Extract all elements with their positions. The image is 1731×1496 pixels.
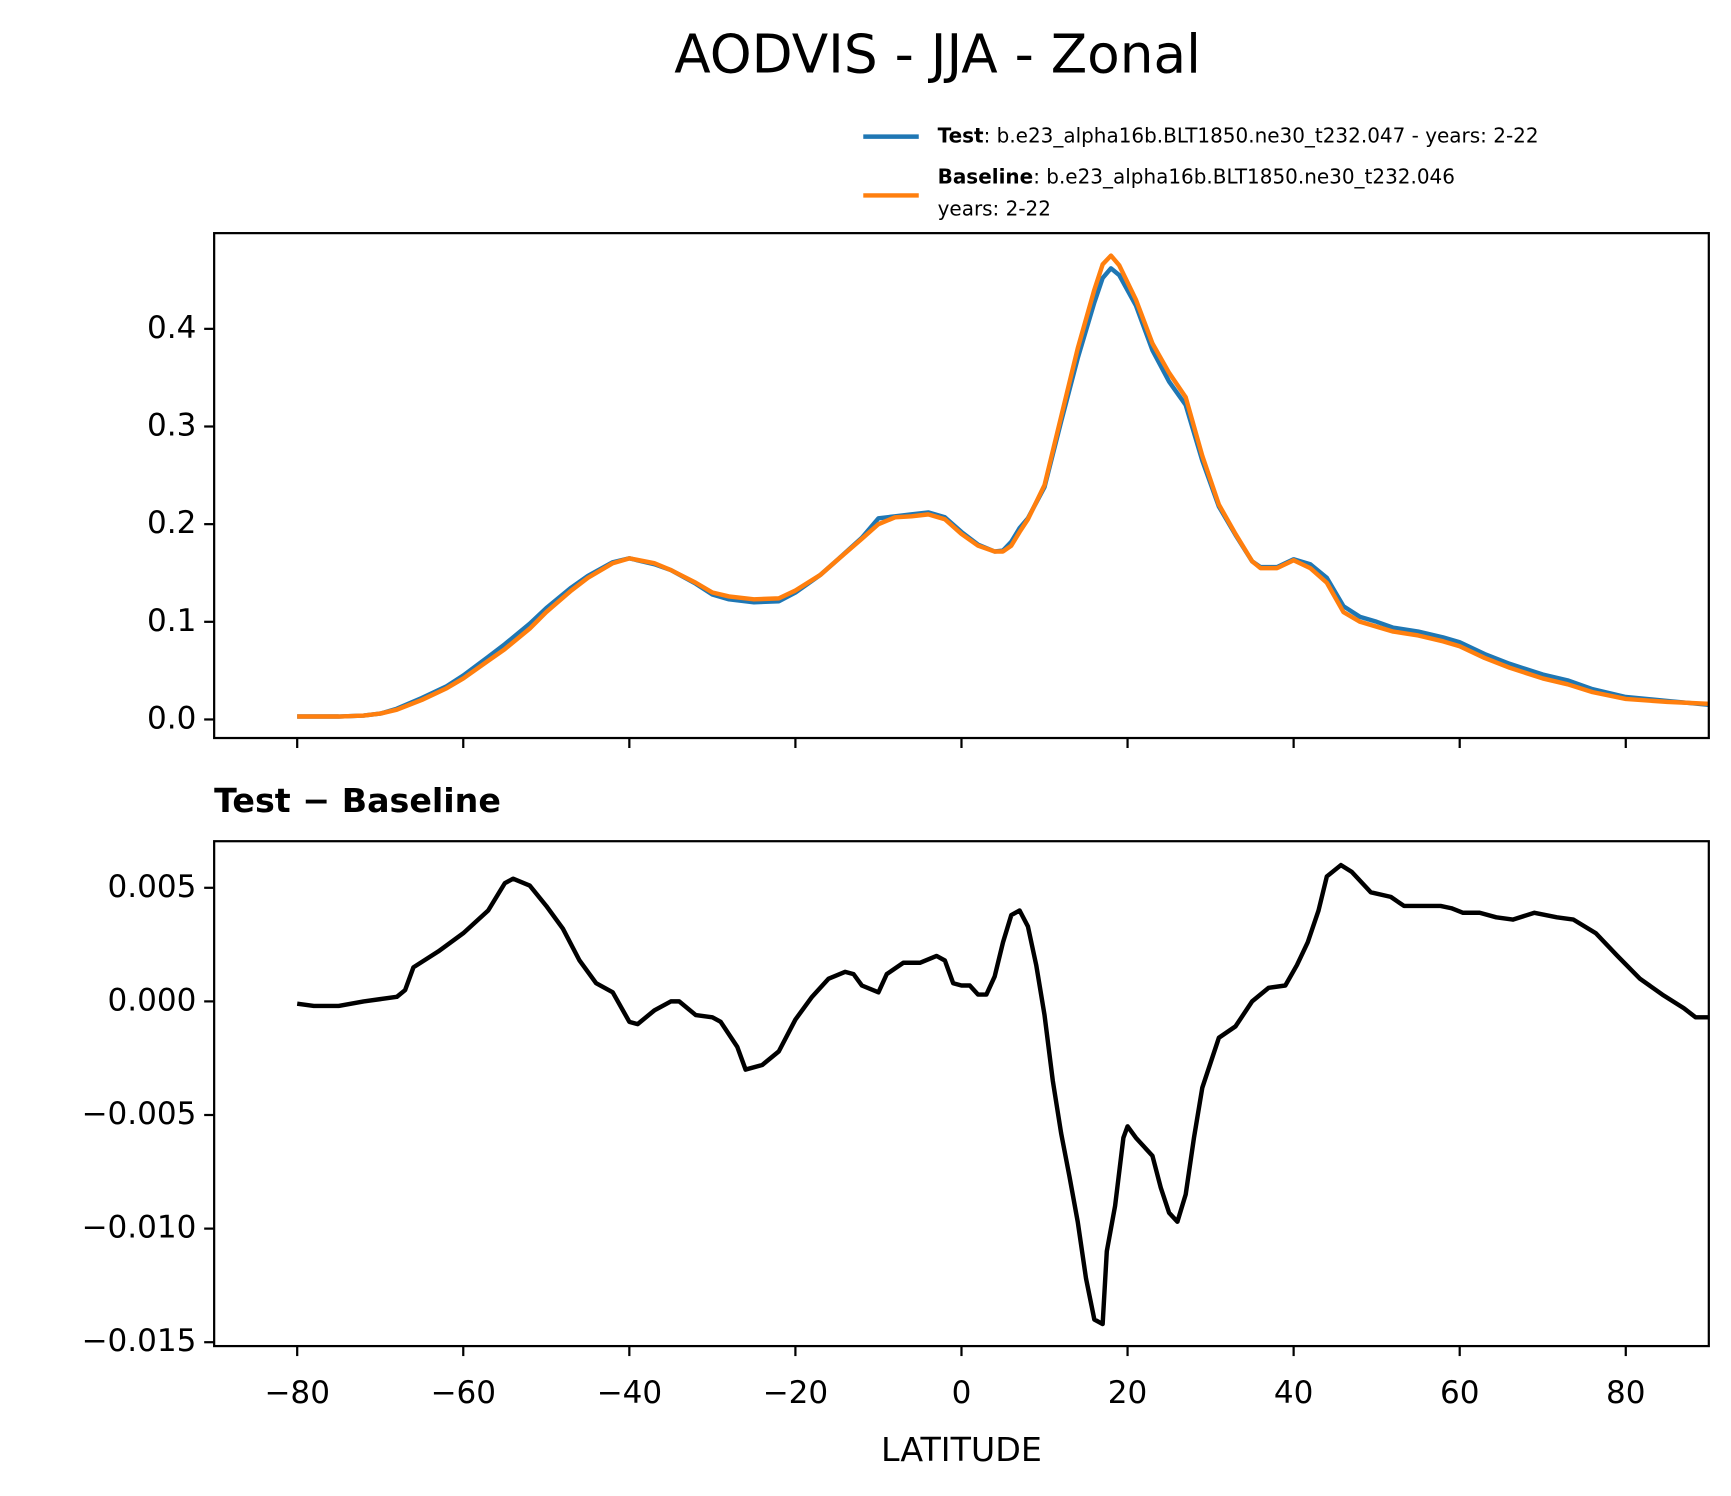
y-tick-label: −0.010 <box>81 1210 196 1246</box>
legend-description: years: 2-22 <box>938 196 1051 220</box>
legend-name: Test <box>938 123 984 147</box>
x-tick-label: −40 <box>597 1375 663 1411</box>
legend-name: Baseline <box>938 164 1034 188</box>
data-line <box>297 253 1709 719</box>
legend-label: Test: b.e23_alpha16b.BLT1850.ne30_t232.0… <box>938 123 1539 147</box>
legend-description: : b.e23_alpha16b.BLT1850.ne30_t232.046 <box>1033 164 1455 188</box>
x-tick-label: 40 <box>1274 1375 1314 1411</box>
x-tick-label: −20 <box>763 1375 829 1411</box>
y-tick-label: 0.2 <box>147 505 196 541</box>
x-tick-label: 0 <box>952 1375 972 1411</box>
y-tick-label: −0.015 <box>81 1323 196 1359</box>
legend-description: : b.e23_alpha16b.BLT1850.ne30_t232.047 -… <box>984 123 1539 147</box>
figure-title: AODVIS - JJA - Zonal <box>674 23 1201 85</box>
x-tick-label: 60 <box>1440 1375 1480 1411</box>
y-tick-label: 0.0 <box>147 700 196 736</box>
x-tick-label: −60 <box>430 1375 496 1411</box>
y-tick-label: 0.4 <box>147 310 196 346</box>
axes-title: Test − Baseline <box>214 781 501 820</box>
y-tick-label: 0.1 <box>147 603 196 639</box>
axes-frame <box>213 840 1710 1348</box>
y-tick-label: −0.005 <box>81 1096 196 1132</box>
axes-frame <box>213 232 1710 740</box>
x-tick-label: −80 <box>264 1375 330 1411</box>
x-tick-label: 20 <box>1108 1375 1148 1411</box>
x-tick-label: 80 <box>1606 1375 1646 1411</box>
y-tick-label: 0.000 <box>108 982 197 1018</box>
legend-label: Baseline: b.e23_alpha16b.BLT1850.ne30_t2… <box>938 164 1455 188</box>
y-tick-label: 0.3 <box>147 407 196 443</box>
data-line <box>296 862 1709 1327</box>
x-axis-label: LATITUDE <box>881 1430 1042 1469</box>
y-tick-label: 0.005 <box>108 869 197 905</box>
